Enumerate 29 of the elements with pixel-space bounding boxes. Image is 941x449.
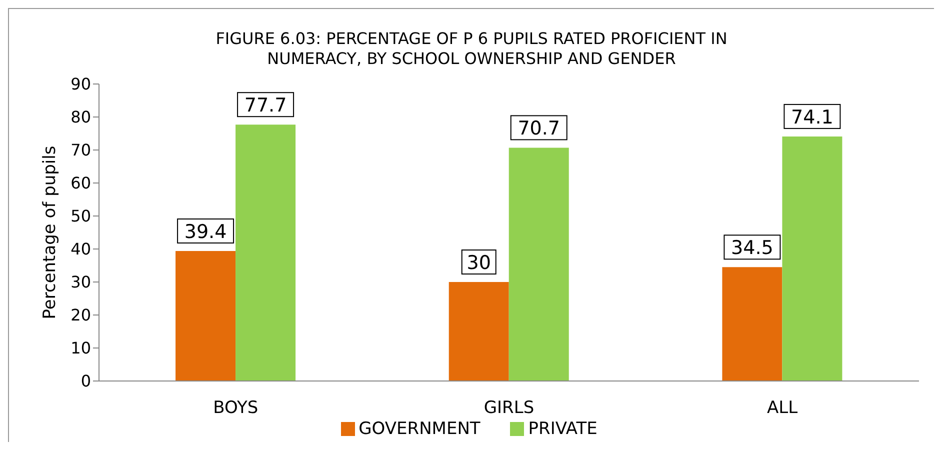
y-tick-label: 30	[70, 272, 91, 292]
y-tick-label: 50	[70, 206, 91, 226]
data-label: 30	[466, 252, 491, 274]
bar	[236, 124, 296, 381]
bar	[176, 250, 236, 381]
data-label: 77.7	[244, 94, 287, 117]
bar	[448, 282, 509, 381]
y-tick-label: 0	[80, 372, 91, 391]
y-tick-label: 90	[70, 74, 91, 94]
y-tick-label: 70	[70, 140, 91, 160]
y-tick-label: 80	[70, 108, 91, 127]
legend-label: GOVERNMENT	[358, 419, 480, 439]
x-tick-label: GIRLS	[484, 398, 534, 418]
bar	[782, 136, 842, 381]
x-tick-label: ALL	[767, 398, 798, 418]
bar	[508, 148, 569, 381]
y-axis-title: Percentage of pupils	[40, 146, 60, 320]
data-label: 34.5	[731, 237, 774, 260]
data-label: 70.7	[518, 118, 560, 140]
data-label: 74.1	[791, 106, 834, 128]
x-tick-label: BOYS	[213, 398, 258, 418]
legend-label: PRIVATE	[528, 419, 598, 439]
bar	[722, 267, 782, 381]
y-tick-label: 20	[70, 306, 91, 325]
y-tick-label: 10	[70, 338, 91, 358]
y-tick-label: 60	[70, 174, 91, 193]
chart-title: FIGURE 6.03: PERCENTAGE OF P 6 PUPILS RATED PROFICIENT IN NUMERACY, BY SCHOOL OWNERSHIP AND GENDER	[214, 29, 728, 69]
y-tick-label: 40	[70, 240, 91, 259]
data-label: 39.4	[184, 220, 227, 243]
